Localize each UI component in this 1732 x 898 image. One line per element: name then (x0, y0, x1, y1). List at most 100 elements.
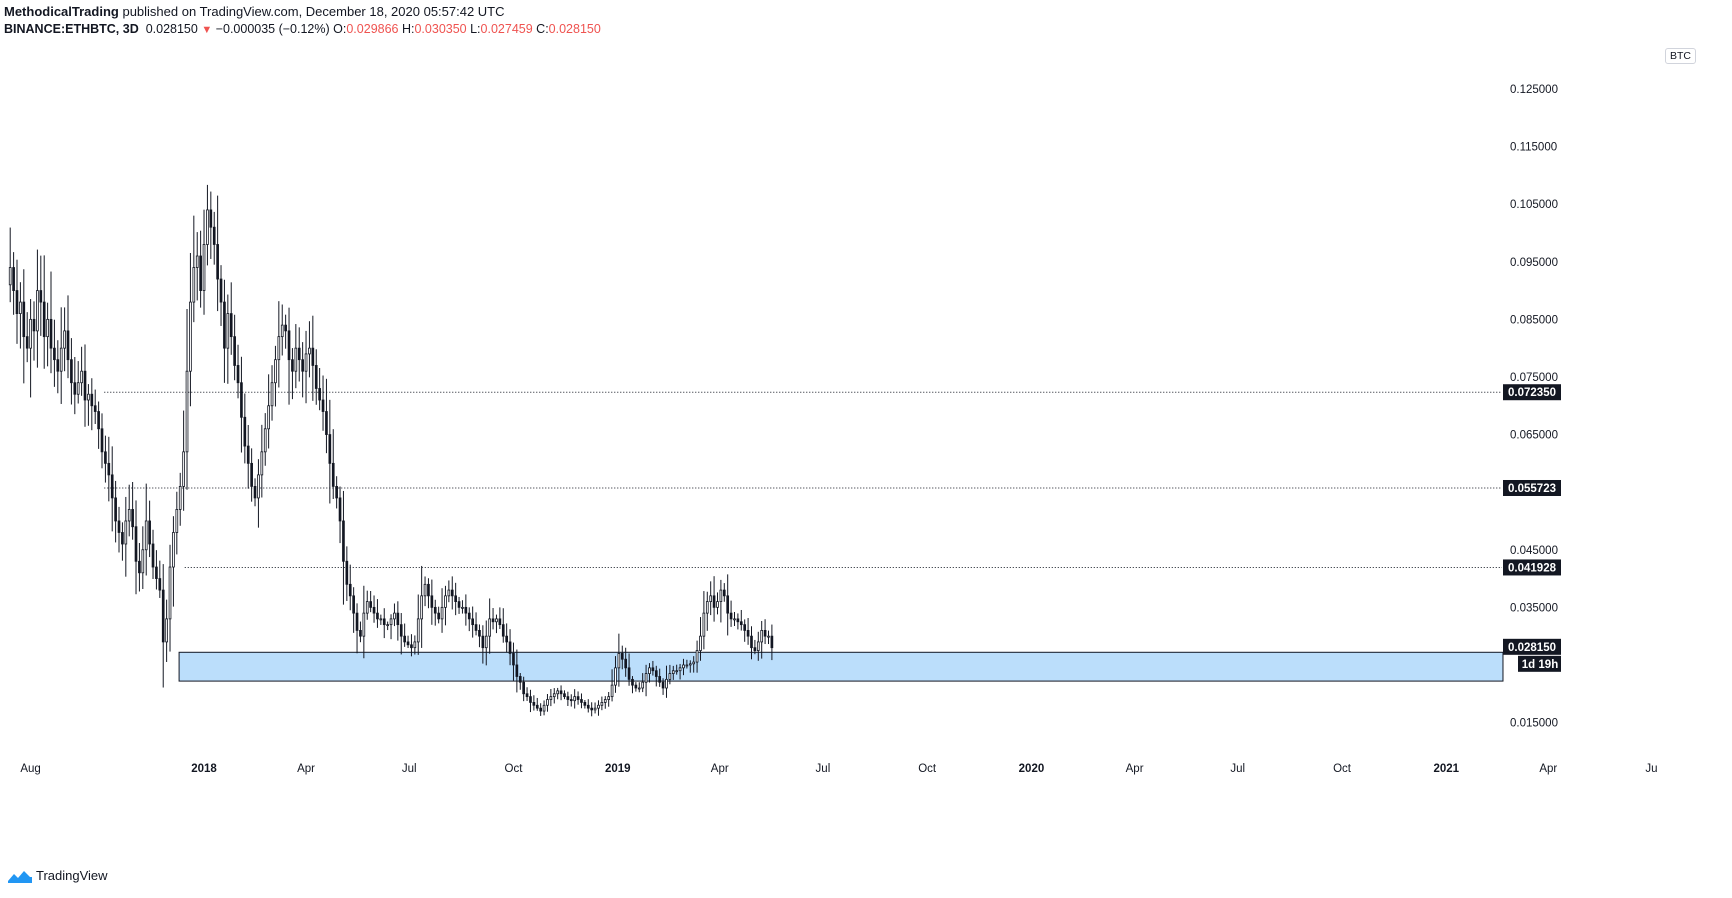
candle-body (549, 696, 553, 700)
x-axis-tick-label: Apr (297, 763, 315, 775)
candle-body (257, 474, 260, 499)
candle-body (488, 618, 491, 637)
candle-body (552, 693, 556, 698)
x-axis-tick-label: Aug (20, 763, 40, 775)
candle-body (229, 313, 233, 338)
candle-body (294, 347, 298, 372)
candle-body (172, 532, 175, 568)
candle-body (610, 684, 614, 698)
candle-body (396, 612, 400, 626)
candle-body (243, 416, 247, 447)
candle-body (641, 681, 645, 689)
y-axis-tick-label: 0.095000 (1510, 257, 1558, 269)
candle-body (692, 661, 696, 665)
candle-body (270, 382, 274, 407)
candle-body (216, 244, 219, 280)
low-label: L: (470, 22, 481, 36)
level-price-tag-box (1503, 384, 1561, 401)
y-axis-tick-label: 0.125000 (1510, 84, 1558, 96)
candle-body (175, 509, 179, 533)
candle-body (321, 399, 325, 412)
candle-body (107, 462, 111, 476)
last-price-tag: 0.028150 (1508, 642, 1556, 654)
candle-body (379, 618, 383, 621)
candle-body (532, 702, 536, 706)
candle-body (284, 324, 287, 332)
candle-body (416, 618, 420, 643)
candle-body (546, 699, 549, 706)
candle-body (202, 244, 206, 291)
candle-body (580, 699, 583, 703)
candle-body (627, 667, 631, 680)
candle-body (573, 696, 577, 702)
candle-body (454, 595, 457, 603)
candle-body (597, 704, 600, 709)
y-axis-tick-label: 0.075000 (1510, 372, 1558, 384)
candle-body (291, 359, 294, 372)
candle-body (325, 411, 328, 435)
candle-body (743, 624, 747, 631)
candle-body (22, 301, 26, 338)
candle-body (97, 411, 100, 430)
candle-body (522, 681, 525, 695)
candle-body (318, 388, 321, 401)
candle-body (19, 301, 22, 314)
candle-body (114, 497, 117, 522)
y-axis-tick-label: 0.015000 (1510, 718, 1558, 730)
countdown-tag: 1d 19h (1522, 659, 1558, 671)
open-value: 0.029866 (346, 22, 399, 36)
candle-body (471, 618, 474, 626)
y-axis-tick-label: 0.085000 (1510, 314, 1558, 326)
footer-brand[interactable]: TradingView (8, 868, 108, 883)
candle-body (685, 664, 689, 667)
author-name[interactable]: MethodicalTrading (4, 4, 119, 19)
candle-body (76, 382, 80, 395)
x-axis-tick-label: Oct (505, 763, 524, 775)
candle-body (219, 278, 223, 303)
candle-body (223, 301, 226, 349)
candle-body (722, 589, 726, 597)
close-value: 0.028150 (548, 22, 601, 36)
candle-body (189, 301, 192, 372)
candle-body (277, 336, 281, 361)
candle-body (345, 560, 349, 585)
publish-info: MethodicalTrading published on TradingVi… (4, 4, 505, 20)
candle-body (746, 630, 750, 637)
candle-body (712, 595, 716, 608)
candle-body (267, 405, 270, 430)
candle-body (563, 693, 566, 698)
candle-body (716, 601, 719, 608)
candle-body (49, 318, 53, 349)
last-price: 0.028150 (145, 22, 198, 36)
candle-body (87, 393, 90, 401)
candle-body (178, 485, 182, 510)
candle-body (478, 630, 481, 637)
candle-body (36, 290, 39, 332)
candle-body (702, 612, 706, 637)
candle-body (437, 612, 440, 620)
price-change: −0.000035 (−0.12%) (215, 22, 330, 36)
currency-badge[interactable]: BTC (1665, 48, 1696, 64)
candle-body (491, 618, 495, 623)
candle-body (447, 589, 451, 597)
candle-body (83, 370, 87, 401)
candle-body (226, 313, 230, 349)
candle-body (352, 595, 355, 614)
candle-body (515, 664, 519, 677)
candle-body (70, 359, 73, 384)
candle-body (648, 667, 651, 675)
candle-body (165, 618, 168, 643)
candle-body (600, 702, 604, 706)
candle-body (484, 635, 488, 649)
x-axis-tick-label: 2019 (605, 763, 631, 775)
candle-body (440, 606, 444, 620)
candle-body (539, 707, 543, 712)
y-axis-tick-label: 0.035000 (1510, 602, 1558, 614)
candle-body (444, 595, 447, 608)
candle-body (590, 707, 594, 711)
candle-body (369, 601, 372, 608)
y-axis-tick-label: 0.045000 (1510, 545, 1558, 557)
candle-body (620, 653, 624, 660)
candle-body (753, 647, 757, 651)
